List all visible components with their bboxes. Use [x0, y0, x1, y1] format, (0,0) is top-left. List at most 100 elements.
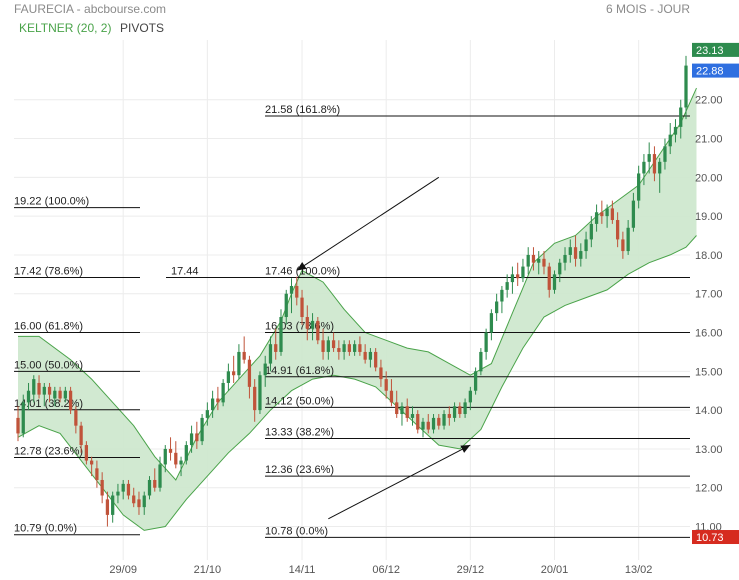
candle-body — [516, 274, 520, 279]
y-tick-label: 20.00 — [695, 172, 723, 184]
candle-body — [584, 239, 588, 252]
retracement-label-left: 10.79 (0.0%) — [14, 523, 77, 535]
candle-body — [431, 417, 436, 430]
x-tick-label: 29/12 — [457, 564, 485, 576]
candle-body — [326, 340, 330, 352]
candle-body — [473, 371, 478, 391]
candle-body — [237, 351, 241, 376]
candle-body — [310, 320, 315, 329]
candle-body — [163, 448, 167, 465]
candle-body — [53, 390, 57, 399]
x-tick-label: 21/10 — [194, 564, 222, 576]
candle-body — [100, 479, 104, 496]
candle-body — [547, 266, 551, 290]
candle-body — [116, 491, 120, 496]
price-badges: 23.13 22.88 10.73 — [692, 42, 739, 545]
candle-body — [84, 445, 89, 461]
x-tick-label: 14/11 — [289, 564, 316, 576]
candle-body — [221, 382, 225, 403]
candle-body — [531, 254, 536, 263]
candle-body — [626, 227, 630, 252]
retracement-label-left: 19.22 (100.0%) — [14, 196, 89, 208]
y-tick-label: 16.00 — [695, 328, 723, 340]
candle-body — [300, 297, 304, 318]
arrow-head — [460, 445, 471, 453]
candle-body — [610, 208, 614, 221]
keltner-band — [18, 88, 697, 531]
candle-body — [284, 293, 288, 318]
keltner-indicator-label[interactable]: KELTNER (20, 2) — [19, 21, 111, 35]
y-tick-label: 17.00 — [695, 289, 723, 301]
candle-body — [347, 344, 351, 352]
keltner-upper-line — [18, 87, 697, 481]
candle-body — [437, 417, 441, 426]
candle-body — [631, 200, 636, 228]
candle-body — [605, 208, 609, 217]
price-badge-last — [692, 63, 739, 78]
candle-body — [558, 262, 562, 275]
candle-body — [663, 146, 667, 162]
retracement-label-right: 14.12 (50.0%) — [265, 395, 334, 407]
y-tick-label: 12.00 — [695, 483, 723, 495]
retracement-label-left: 16.00 (61.8%) — [14, 321, 83, 333]
price-badge-high — [692, 42, 739, 57]
candle-body — [368, 351, 373, 360]
candle-body — [452, 406, 457, 418]
candle-body — [542, 258, 546, 267]
candle-body — [416, 414, 420, 430]
candle-body — [568, 247, 572, 255]
price-badge-label: 22.88 — [696, 66, 724, 78]
candle-body — [647, 154, 651, 162]
candle-body — [79, 425, 83, 446]
retracement-label-right: 14.91 (61.8%) — [265, 365, 334, 377]
candle-body — [573, 247, 578, 259]
candle-body — [384, 379, 388, 391]
candle-body — [484, 332, 488, 352]
candle-body — [505, 282, 509, 290]
retracement-label-right: 12.36 (23.6%) — [265, 464, 334, 476]
y-tick-label: 15.00 — [695, 366, 723, 378]
candle-body — [658, 161, 662, 174]
candle-body — [379, 367, 383, 380]
candle-body — [32, 379, 36, 395]
candle-body — [189, 433, 194, 446]
candle-body — [526, 254, 530, 267]
price-badge-label: 10.73 — [696, 532, 724, 544]
candle-body — [216, 398, 220, 403]
price-badge-label: 23.13 — [696, 45, 724, 57]
candle-body — [447, 414, 451, 418]
candle-body — [331, 340, 336, 349]
candle-body — [637, 173, 641, 201]
candle-body — [179, 460, 183, 465]
candle-body — [253, 386, 257, 411]
pivots-indicator-label[interactable]: PIVOTS — [120, 21, 164, 35]
candle-body — [468, 390, 472, 403]
candle-body — [21, 402, 25, 434]
candle-body — [642, 161, 646, 174]
candle-body — [500, 289, 504, 302]
candle-body — [479, 351, 483, 372]
candle-body — [126, 483, 131, 496]
candle-body — [337, 348, 341, 352]
candle-body — [400, 406, 404, 415]
candle-body — [421, 421, 425, 430]
x-tick-label: 20/01 — [541, 564, 569, 576]
candle-body — [258, 375, 262, 411]
candle-body — [405, 406, 409, 418]
y-tick-label: 21.00 — [695, 134, 723, 146]
candle-body — [563, 254, 567, 263]
candle-body — [579, 251, 583, 259]
candle-body — [174, 452, 178, 465]
candle-body — [668, 134, 672, 147]
arrow-head — [296, 262, 307, 271]
candle-body — [268, 344, 273, 364]
y-tick-label: 22.00 — [695, 95, 723, 107]
candle-body — [184, 445, 188, 461]
candle-body — [111, 495, 115, 515]
candle-body — [426, 421, 430, 430]
retracement-label-right: 10.78 (0.0%) — [265, 525, 328, 537]
candle-body — [321, 340, 325, 352]
candle-body — [673, 126, 678, 135]
chart-title: FAURECIA - abcbourse.com — [14, 2, 166, 16]
